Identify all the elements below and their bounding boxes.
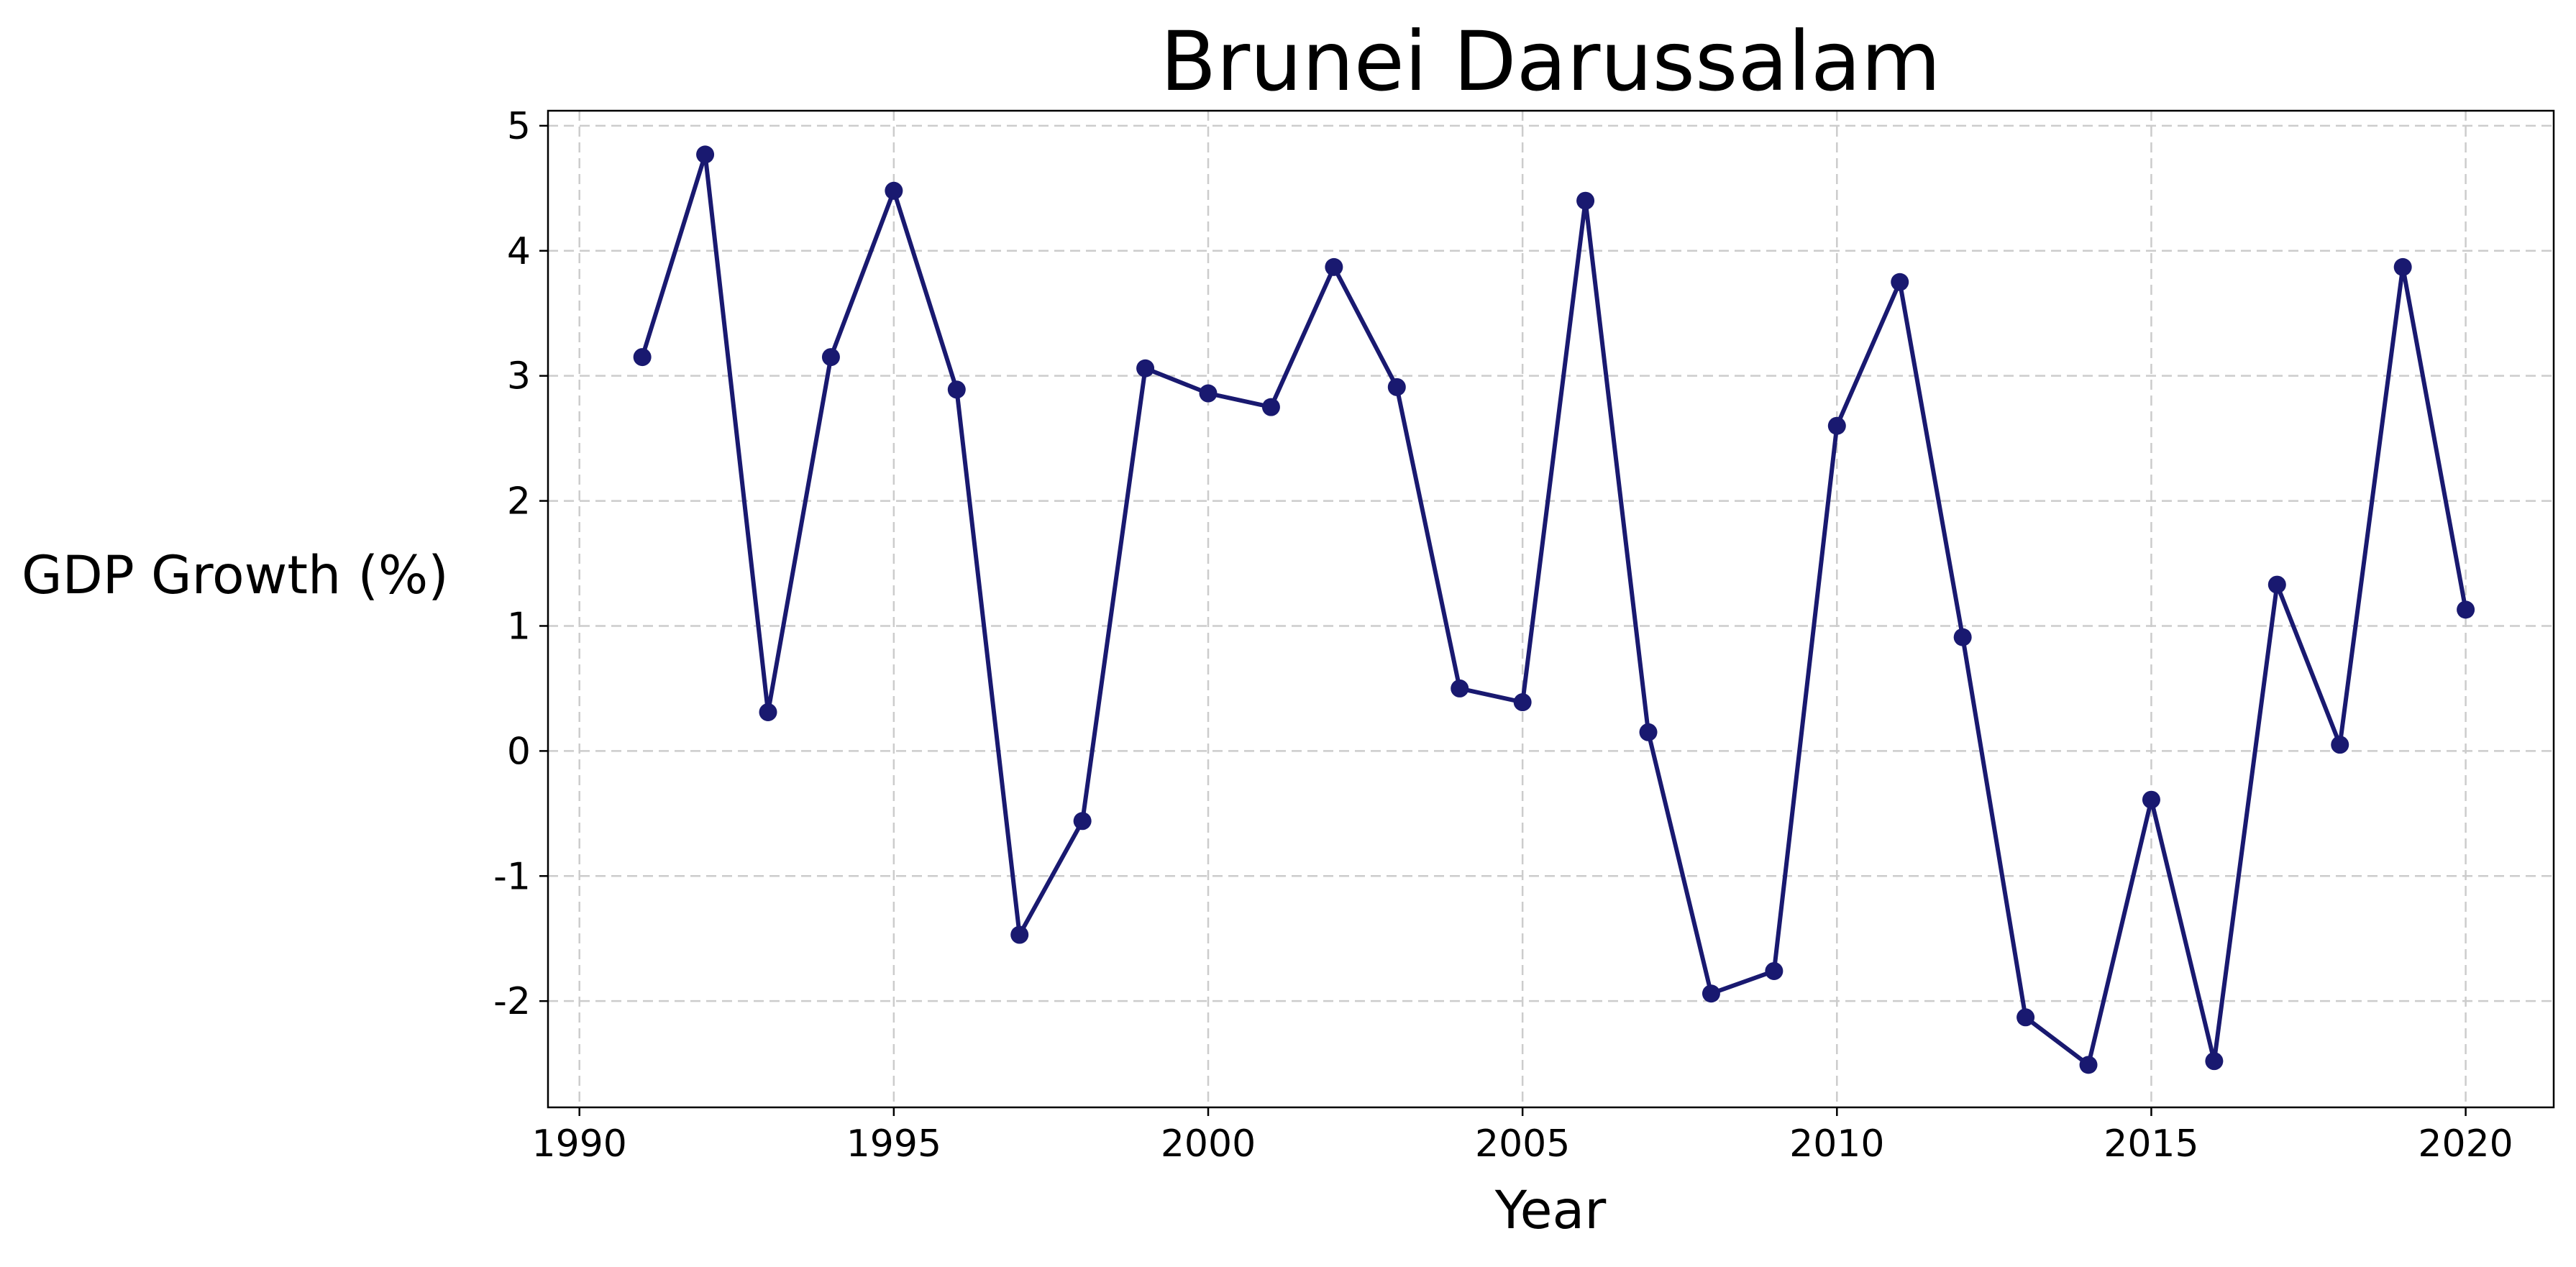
data-point [1010, 925, 1029, 944]
y-tick-label: 0 [507, 730, 531, 773]
y-tick-label: 1 [507, 605, 531, 648]
data-point [1953, 628, 1972, 646]
y-tick-label: 2 [507, 480, 531, 523]
data-point [1073, 812, 1092, 831]
data-point [1891, 273, 1909, 291]
data-point [759, 703, 777, 721]
data-point [1451, 679, 1469, 697]
x-tick-label: 2005 [1475, 1122, 1570, 1166]
chart-title: Brunei Darussalam [1160, 14, 1941, 109]
data-point [1827, 416, 1846, 435]
x-axis-label: Year [1494, 1180, 1607, 1241]
grid [548, 111, 2554, 1107]
y-tick-label: 5 [507, 105, 531, 148]
data-point [1576, 191, 1595, 210]
y-tick-label: 3 [507, 355, 531, 398]
x-tick-label: 1995 [846, 1122, 941, 1166]
x-tick-label: 2010 [1789, 1122, 1884, 1166]
data-point [2331, 736, 2349, 754]
data-point [2142, 790, 2160, 809]
data-point [947, 380, 966, 399]
data-point [1702, 984, 1720, 1003]
data-point [2393, 257, 2412, 276]
data-point [1325, 257, 1343, 276]
plot-area-frame [547, 109, 2555, 1109]
data-point [821, 348, 840, 367]
y-tick-label: -2 [493, 980, 531, 1023]
x-tick-label: 1990 [532, 1122, 627, 1166]
data-point [885, 181, 903, 200]
data-point [2267, 575, 2286, 594]
data-point [1639, 723, 1658, 741]
data-point [2457, 600, 2475, 619]
series-layer [633, 145, 2475, 1074]
y-axis-label: GDP Growth (%) [22, 545, 449, 606]
data-point [1387, 378, 1406, 396]
data-point [1765, 961, 1783, 980]
x-tick-label: 2000 [1161, 1122, 1256, 1166]
data-point [633, 348, 652, 367]
data-point [2205, 1052, 2224, 1071]
y-tick-label: -1 [493, 855, 531, 898]
data-point [1261, 398, 1280, 416]
series-line [640, 152, 2468, 1067]
x-tick-label: 2015 [2104, 1122, 2198, 1166]
data-point [2079, 1056, 2098, 1074]
data-point [1136, 359, 1155, 378]
data-point [1513, 693, 1532, 712]
data-point [1199, 384, 1218, 403]
data-point [2017, 1008, 2035, 1027]
y-tick-label: 4 [507, 230, 531, 273]
x-tick-label: 2020 [2418, 1122, 2513, 1166]
axis-ticks: 1990 1995 2000 2005 2010 2015 2020 -2 -1 0 1 2 3 4 5 [493, 105, 2513, 1166]
data-point [696, 145, 715, 164]
